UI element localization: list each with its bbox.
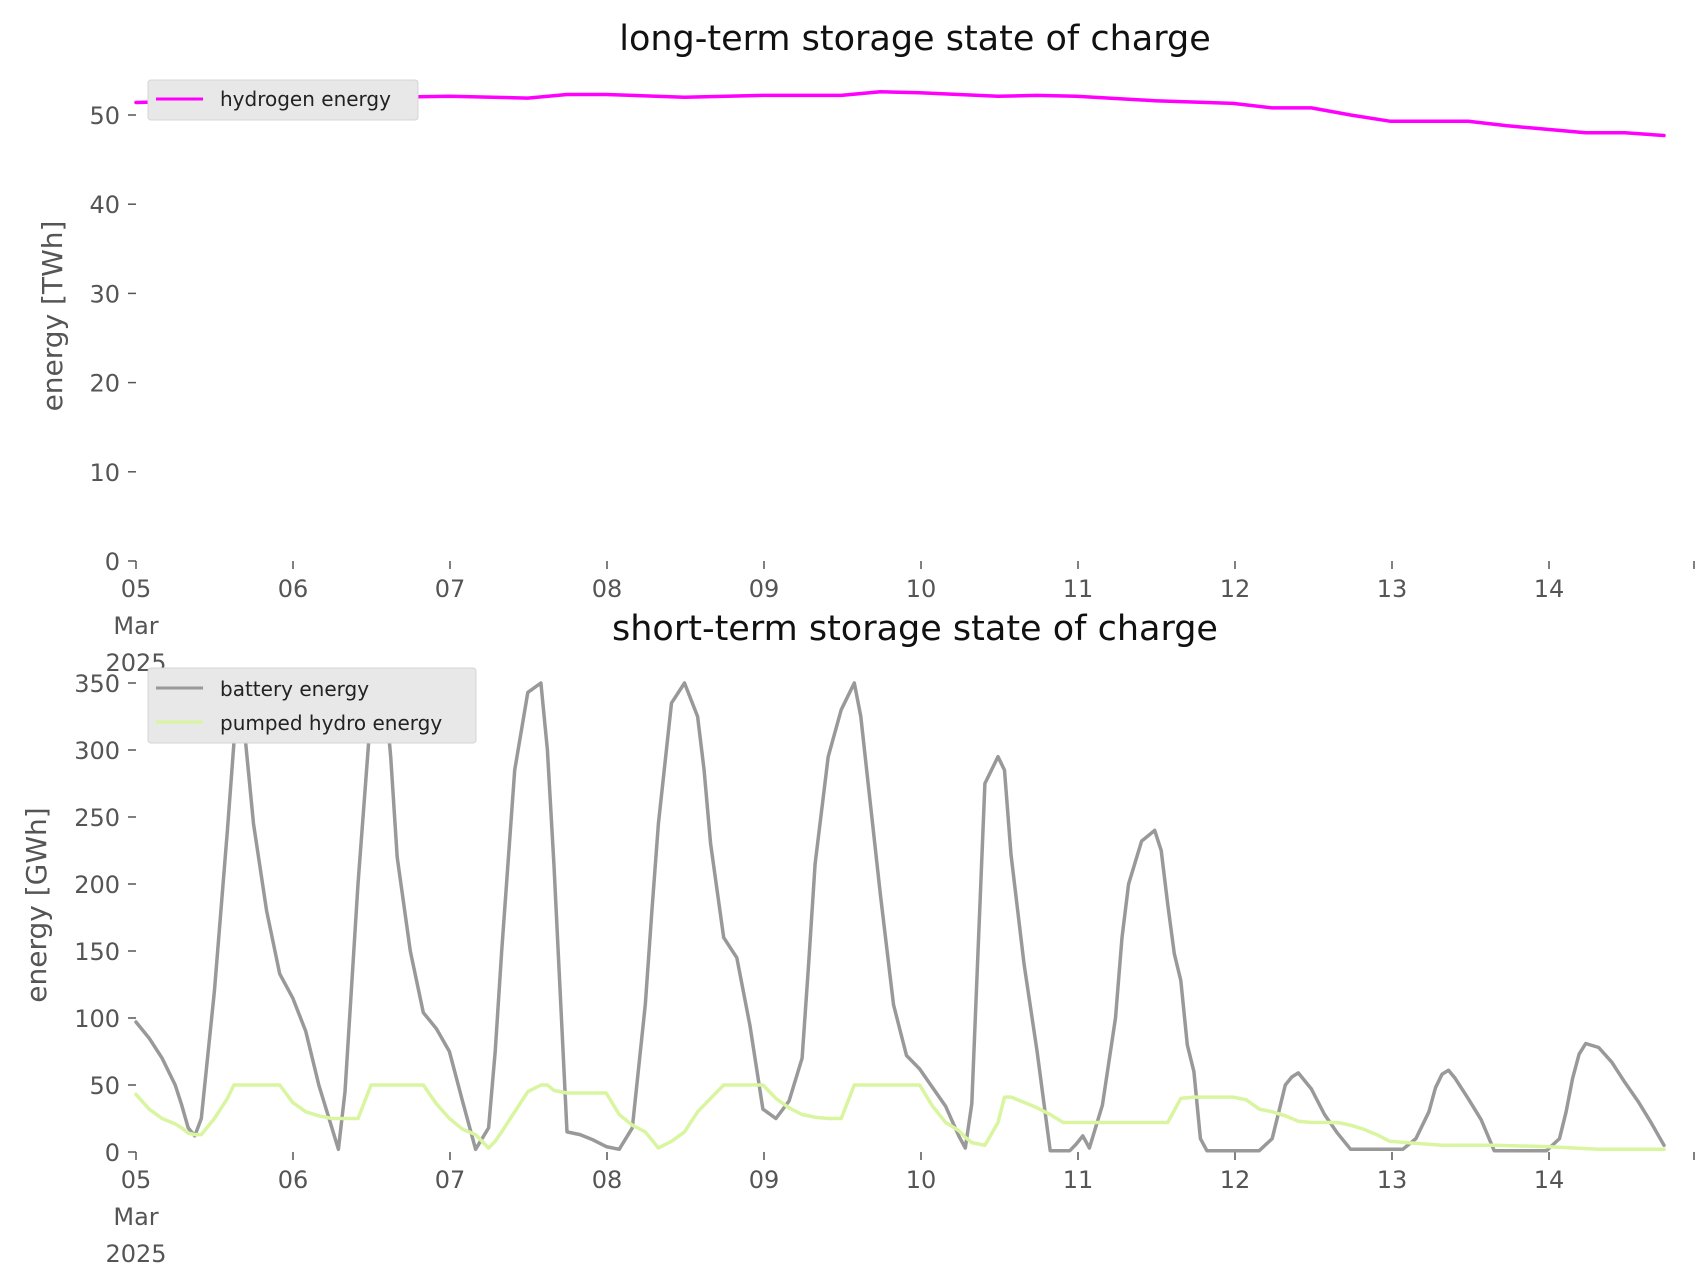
x-tick-label: 05 Mar 2025 <box>105 1166 166 1268</box>
x-tick-label: 11 <box>1063 575 1094 603</box>
y-tick-label: 50 <box>89 102 120 130</box>
x-tick-label: 09 <box>749 575 780 603</box>
y-tick-label: 30 <box>89 280 120 308</box>
x-tick-label: 11 <box>1063 1166 1094 1194</box>
legend-label-pumped-hydro-energy: pumped hydro energy <box>220 711 442 735</box>
long-term-y-axis-label: energy [TWh] <box>36 221 69 412</box>
y-tick-label: 200 <box>74 871 120 899</box>
y-tick-label: 50 <box>89 1072 120 1100</box>
y-tick-label: 20 <box>89 370 120 398</box>
y-tick-label: 250 <box>74 804 120 832</box>
x-tick-label: 12 <box>1220 1166 1251 1194</box>
y-tick-label: 350 <box>74 670 120 698</box>
short-term-series-lines <box>134 681 1666 1153</box>
long-term-legend-box <box>147 79 419 121</box>
short-term-chart-title: short-term storage state of charge <box>612 609 1218 649</box>
short-term-axes: 0 50 100 150 200 250 300 350 05 Mar 2025 06 07 08 09 10… <box>74 670 1695 1268</box>
x-tick-label: 13 <box>1377 575 1408 603</box>
short-term-y-axis-label: energy [GWh] <box>20 807 53 1002</box>
x-tick-label: 06 <box>278 575 309 603</box>
series-line-hydrogen-energy <box>134 90 1666 138</box>
y-tick-label: 0 <box>105 548 120 576</box>
y-tick-label: 10 <box>89 459 120 487</box>
long-term-axes: 0 10 20 30 40 50 05 Mar 2025 06 07 08 09 10 11 12 13 14 <box>89 102 1695 677</box>
series-line-pumped-hydro-energy <box>134 1083 1666 1152</box>
x-tick-label: 05 Mar 2025 <box>105 575 166 677</box>
short-term-legend-box <box>147 667 477 744</box>
y-tick-label: 300 <box>74 737 120 765</box>
long-term-chart: long-term storage state of charge energy… <box>36 19 1695 677</box>
y-tick-label: 0 <box>105 1139 120 1167</box>
legend-label-battery-energy: battery energy <box>220 677 369 701</box>
y-tick-label: 100 <box>74 1005 120 1033</box>
series-line-battery-energy <box>134 681 1666 1153</box>
short-term-chart: short-term storage state of charge energ… <box>20 609 1695 1268</box>
short-term-legend: battery energy pumped hydro energy <box>147 667 477 744</box>
x-tick-label: 07 <box>435 1166 466 1194</box>
long-term-series-lines <box>134 90 1666 138</box>
y-tick-label: 40 <box>89 191 120 219</box>
x-tick-label: 07 <box>435 575 466 603</box>
y-tick-label: 150 <box>74 938 120 966</box>
x-tick-label: 06 <box>278 1166 309 1194</box>
x-tick-label: 13 <box>1377 1166 1408 1194</box>
x-tick-label: 14 <box>1534 575 1565 603</box>
long-term-legend: hydrogen energy <box>147 79 419 121</box>
x-tick-label: 10 <box>906 575 937 603</box>
x-tick-label: 10 <box>906 1166 937 1194</box>
legend-label-hydrogen-energy: hydrogen energy <box>220 87 391 111</box>
x-tick-label: 09 <box>749 1166 780 1194</box>
long-term-chart-title: long-term storage state of charge <box>619 19 1211 59</box>
x-tick-label: 14 <box>1534 1166 1565 1194</box>
x-tick-label: 08 <box>592 1166 623 1194</box>
x-tick-label: 12 <box>1220 575 1251 603</box>
x-tick-label: 08 <box>592 575 623 603</box>
